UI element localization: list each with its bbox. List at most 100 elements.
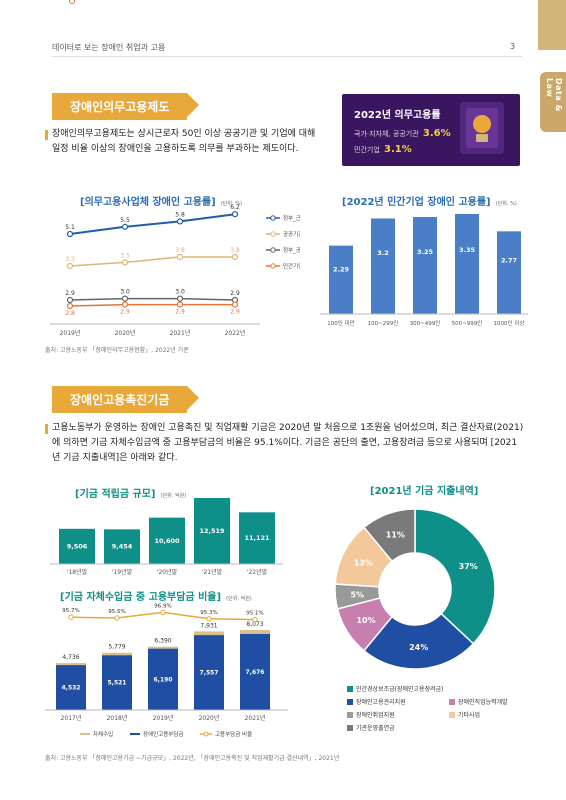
legend-swatch xyxy=(449,711,455,718)
bar xyxy=(239,512,275,564)
x-tick-label: 2019년 xyxy=(153,714,174,722)
chart3-header: [기금 적립금 규모] (단위: 억원) xyxy=(75,482,186,501)
total-label: 8,073 xyxy=(246,621,263,628)
levy-label: 7,676 xyxy=(246,669,265,676)
x-tick-label: 300~499인 xyxy=(410,320,441,327)
x-tick-label: 2022년 xyxy=(225,329,246,337)
x-tick-label: 2020년 xyxy=(115,329,136,337)
levy-bar xyxy=(194,635,224,710)
data-point xyxy=(176,295,184,302)
page-number: 3 xyxy=(510,42,516,51)
chart4-combo-chart: 4,736 4,532 2017년 5,779 5,521 2018년 6,390 6,190… xyxy=(45,603,288,738)
x-tick-label: 2019년 xyxy=(60,329,81,337)
data-point xyxy=(231,301,239,308)
total-label: 4,736 xyxy=(62,654,79,661)
bar-value-label: 3.35 xyxy=(459,246,476,254)
levy-bar xyxy=(240,633,270,710)
section2-paragraph: 고용노동부가 운영하는 장애인 고용촉진 및 직업재활 기금은 2020년 말 … xyxy=(52,423,524,463)
chart4-title: [기금 자체수입금 중 고용부담금 비율] xyxy=(60,592,222,603)
chart1-line-chart: 5.1 5.5 5.8 6.2 3.3 3.5 3.8 3.8 2.9 3.0 3.0 2.9 2.8 2… xyxy=(50,204,300,337)
own-income-bar xyxy=(240,630,270,634)
side-tab-label: Data & Law xyxy=(545,78,563,113)
data-point xyxy=(176,218,184,225)
data-point xyxy=(121,223,129,230)
donut-slice xyxy=(362,612,475,670)
legend-ratio-label: 고용부담금 비율 xyxy=(215,730,252,738)
bar xyxy=(104,529,140,564)
footer-source: 출처: 고용노동부 「장애인고용기금 ~기금규모」, 2022년, 「장애인고용… xyxy=(45,755,340,762)
chart3-unit: (단위: 억원) xyxy=(160,493,187,499)
bar-value-label: 2.77 xyxy=(501,257,517,265)
data-label: 2.9 xyxy=(175,309,185,316)
legend-marker xyxy=(270,215,276,221)
data-label: 3.0 xyxy=(175,289,185,296)
chart1-source: 출처: 고용노동부 「장애인의무고용현황」, 2022년 기준 xyxy=(45,347,189,354)
legend-item: 기타사업 xyxy=(449,710,480,719)
x-tick-label: 2017년 xyxy=(61,714,82,722)
legend-swatch xyxy=(347,698,353,705)
own-income-bar xyxy=(148,646,178,649)
data-label: 2.9 xyxy=(230,309,240,316)
bar xyxy=(455,214,479,314)
quota-line1: 국가·지자체, 공공기관 3.6% xyxy=(354,128,451,139)
bar xyxy=(371,218,395,314)
x-tick-label: '18년말 xyxy=(67,568,88,576)
ratio-label: 95.3% xyxy=(200,610,217,616)
x-tick-label: 500~999인 xyxy=(452,320,483,327)
data-point xyxy=(231,253,239,261)
donut-slice xyxy=(362,508,416,563)
legend-row: 장애인취업지원 기타사업 xyxy=(347,710,527,719)
bar-value-label: 3.25 xyxy=(417,248,434,256)
side-tab[interactable]: Data & Law xyxy=(540,72,566,132)
levy-label: 4,532 xyxy=(62,685,81,692)
levy-bar xyxy=(102,655,132,710)
data-label: 5.1 xyxy=(65,224,75,231)
data-point xyxy=(121,259,129,266)
ratio-point xyxy=(68,614,74,620)
series-line-1 xyxy=(69,256,235,267)
bar xyxy=(149,517,185,564)
bar xyxy=(59,528,95,564)
quota-line2-value: 3.1% xyxy=(384,144,412,155)
donut-slice xyxy=(414,508,496,645)
bar-value-label: 9,506 xyxy=(67,542,88,550)
chart2-title: [2022년 민간기업 장애인 고용률] xyxy=(342,197,491,208)
slice-label: 5% xyxy=(350,590,364,599)
legend-marker xyxy=(270,231,276,237)
own-income-bar xyxy=(194,631,224,636)
total-label: 5,779 xyxy=(108,644,125,651)
data-label: 3.0 xyxy=(120,289,130,296)
data-label: 3.3 xyxy=(65,256,75,263)
chart3-bar-chart: 9,506 '18년말 9,454 '19년말 10,600 '20년말 12,519 '21… xyxy=(50,498,283,576)
legend-label: 기관운영출연금 xyxy=(356,725,395,732)
quota-line2-label: 민간기업 xyxy=(354,146,380,154)
levy-bar xyxy=(148,648,178,710)
total-label: 6,390 xyxy=(154,638,171,645)
levy-label: 7,557 xyxy=(200,670,219,677)
x-tick-label: '20년말 xyxy=(157,568,178,576)
ratio-label: 95.7% xyxy=(62,608,79,614)
legend-ratio-marker xyxy=(203,731,209,737)
section1-paragraph: 장애인의무고용제도는 상시근로자 50인 이상 공공기관 및 기업에 대해 일정… xyxy=(52,129,316,154)
ratio-label: 95.1% xyxy=(246,611,263,617)
quota-line2: 민간기업 3.1% xyxy=(354,144,412,155)
chart1-header: [의무고용사업체 장애인 고용률] (단위: %) xyxy=(80,190,242,209)
data-label: 2.8 xyxy=(65,310,75,317)
header-title: 데이터로 보는 장애인 취업과 고용 xyxy=(52,43,166,52)
chart4-header: [기금 자체수입금 중 고용부담금 비율] (단위: 억원) xyxy=(60,585,252,604)
total-label: 7,931 xyxy=(200,622,217,629)
legend-label: 장애인취업지원 xyxy=(356,712,395,719)
data-point xyxy=(176,301,184,308)
section1-heading: 장애인의무고용제도 xyxy=(52,93,200,120)
own-income-bar xyxy=(102,652,132,656)
section2-title: 장애인고용촉진기금 xyxy=(52,386,188,413)
legend-item: 기관운영출연금 xyxy=(347,723,395,732)
chart5-title: [2021년 기금 지출내역] xyxy=(370,486,479,497)
legend-swatch xyxy=(347,711,353,718)
ratio-label: 95.5% xyxy=(108,609,125,615)
corner-decoration xyxy=(538,0,566,50)
slice-label: 24% xyxy=(409,643,428,652)
ratio-point xyxy=(160,609,166,616)
ratio-point xyxy=(114,615,120,621)
data-label: 5.5 xyxy=(120,217,130,224)
